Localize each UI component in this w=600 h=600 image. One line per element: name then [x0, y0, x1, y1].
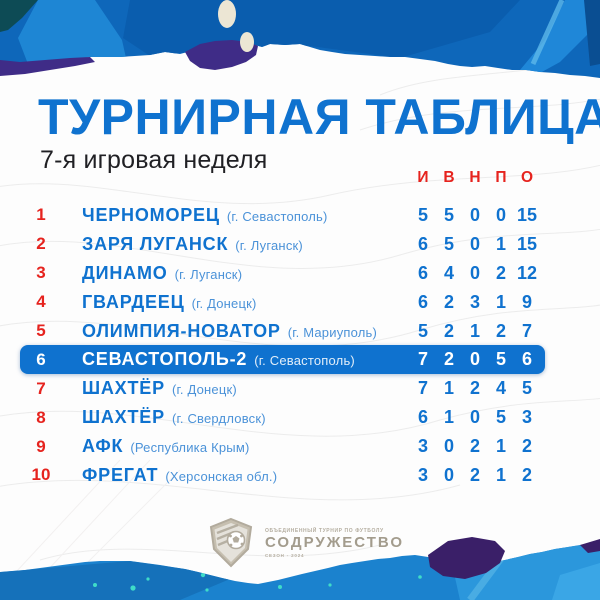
row-position: 8	[36, 407, 46, 427]
team-name: ДИНАМО	[82, 262, 168, 283]
team-city: (г. Луганск)	[235, 237, 303, 253]
team-city: (Республика Крым)	[130, 440, 250, 456]
row-position: 1	[36, 205, 46, 225]
col-draws: Н	[469, 169, 481, 186]
team-name: ЧЕРНОМОРЕЦ	[82, 204, 220, 225]
team-cell: ШАХТЁР (г. Свердловск)	[82, 407, 410, 428]
team-cell: ОЛИМПИЯ-НОВАТОР (г. Мариуполь)	[82, 321, 410, 342]
team-name: АФК	[82, 436, 124, 457]
table-row: 2 ЗАРЯ ЛУГАНСК (г. Луганск) 6 5 0 1 15	[20, 230, 545, 259]
team-cell: ФРЕГАТ (Херсонская обл.)	[82, 465, 410, 486]
row-position: 4	[36, 292, 46, 312]
team-city: (г. Донецк)	[171, 382, 237, 398]
team-cell: АФК (Республика Крым)	[82, 436, 410, 457]
sodruzhestvo-crest-icon	[209, 517, 253, 568]
team-city: (г. Севастополь)	[226, 208, 328, 224]
purple-scrap-middle	[185, 40, 258, 70]
purple-scrap-corner	[580, 539, 600, 553]
table-row: 3 ДИНАМО (г. Луганск) 6 4 0 2 12	[20, 259, 545, 288]
logo-tagline: ОБЪЕДИНЕННЫЙ ТУРНИР ПО ФУТБОЛУ	[264, 527, 384, 534]
team-name: ШАХТЁР	[82, 407, 165, 428]
team-name: ФРЕГАТ	[82, 464, 159, 485]
team-name: ШАХТЁР	[82, 378, 165, 399]
row-position: 5	[36, 321, 46, 340]
team-city: (г. Донецк)	[191, 295, 257, 311]
row-stats: 5 5 0 0 15	[417, 204, 538, 225]
col-losses: П	[495, 169, 507, 186]
logo-title: СОДРУЖЕСТВО	[264, 533, 405, 551]
team-city: (Херсонская обл.)	[165, 468, 278, 484]
bottom-banner-torn-paper	[0, 537, 600, 600]
row-position: 6	[36, 349, 46, 369]
team-name: СЕВАСТОПОЛЬ-2	[82, 349, 248, 370]
team-cell: ГВАРДЕЕЦ (г. Донецк)	[82, 292, 410, 313]
row-stats: 6 4 0 2 12	[417, 262, 538, 283]
team-cell: СЕВАСТОПОЛЬ-2 (г. Севастополь)	[82, 349, 410, 370]
row-position: 2	[36, 234, 46, 254]
col-points: О	[520, 169, 534, 186]
team-city: (г. Мариуполь)	[287, 324, 378, 340]
standings-table: 1 ЧЕРНОМОРЕЦ (г. Севастополь) 5 5 0 0 15 2 ЗА…	[20, 201, 545, 490]
logo-season: СЕЗОН - 2024	[264, 552, 305, 558]
team-name: ЗАРЯ ЛУГАНСК	[82, 233, 229, 254]
team-city: (г. Севастополь)	[254, 353, 355, 369]
row-position: 10	[31, 465, 51, 485]
row-position: 3	[36, 263, 46, 283]
page-title: ТУРНИРНАЯ ТАБЛИЦА	[38, 89, 600, 145]
team-city: (г. Луганск)	[174, 266, 243, 282]
col-wins: В	[443, 169, 455, 186]
team-cell: ЧЕРНОМОРЕЦ (г. Севастополь)	[82, 205, 410, 226]
team-cell: ЗАРЯ ЛУГАНСК (г. Луганск)	[82, 234, 410, 255]
team-city: (г. Свердловск)	[171, 411, 266, 427]
team-name: ГВАРДЕЕЦ	[82, 291, 185, 312]
purple-scrap-bottom	[428, 537, 505, 579]
paper-spot	[240, 32, 254, 52]
row-position: 9	[36, 436, 46, 456]
team-cell: ДИНАМО (г. Луганск)	[82, 263, 410, 284]
stat-column-headers: И В Н П О	[410, 169, 540, 187]
table-row: 1 ЧЕРНОМОРЕЦ (г. Севастополь) 5 5 0 0 15	[20, 201, 545, 230]
page-subtitle: 7-я игровая неделя	[40, 146, 268, 174]
table-header: И В Н П О	[20, 169, 545, 187]
logo-text-block: ОБЪЕДИНЕННЫЙ ТУРНИР ПО ФУТБОЛУ СОДРУЖЕСТ…	[265, 528, 404, 559]
tournament-logo: ОБЪЕДИНЕННЫЙ ТУРНИР ПО ФУТБОЛУ СОДРУЖЕСТ…	[6, 517, 600, 569]
row-position: 7	[36, 378, 46, 398]
row-stats: 6 5 0 1 15	[417, 233, 538, 254]
col-games: И	[417, 169, 429, 186]
top-banner-torn-paper	[0, 0, 600, 78]
team-name: ОЛИМПИЯ-НОВАТОР	[82, 320, 281, 341]
purple-scrap-left	[0, 57, 95, 76]
team-cell: ШАХТЁР (г. Донецк)	[82, 378, 410, 399]
